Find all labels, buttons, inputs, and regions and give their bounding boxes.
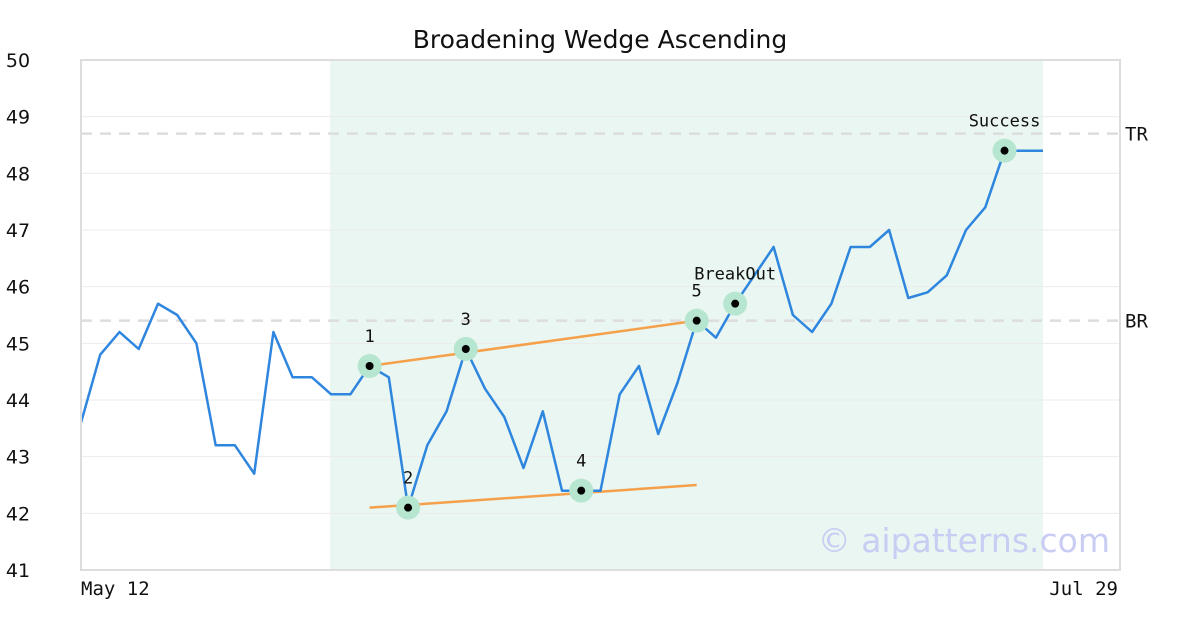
pattern-point-3: 3 xyxy=(453,310,478,361)
upper-trendline xyxy=(369,319,697,368)
y-tick-label: 43 xyxy=(6,447,30,469)
point-label: 1 xyxy=(364,327,374,347)
reference-label-tr: TR xyxy=(1125,124,1148,146)
price-series xyxy=(79,149,1043,509)
grid-lines xyxy=(81,116,1120,514)
y-tick-label: 47 xyxy=(6,220,30,242)
trendlines xyxy=(369,319,697,509)
marker-dot xyxy=(692,316,701,325)
pattern-point-1: 1 xyxy=(357,327,382,378)
reference-label-br: BR xyxy=(1125,311,1148,333)
marker-dot xyxy=(577,486,586,495)
chart-title: Broadening Wedge Ascending xyxy=(413,25,788,54)
marker-dot xyxy=(365,362,374,370)
point-label: Success xyxy=(969,112,1041,132)
y-tick-label: 45 xyxy=(6,333,30,355)
point-label: 4 xyxy=(576,452,586,472)
x-tick-label-start: May 12 xyxy=(81,578,150,600)
pattern-point-5: 5 xyxy=(684,282,709,333)
point-label: 3 xyxy=(461,310,471,330)
marker-dot xyxy=(731,299,740,308)
watermark: © aipatterns.com xyxy=(818,521,1110,560)
y-tick-label: 44 xyxy=(6,390,30,412)
plot-frame xyxy=(80,59,1121,571)
marker-dot xyxy=(404,503,413,512)
y-tick-label: 42 xyxy=(6,503,30,525)
point-label: 2 xyxy=(403,469,413,489)
reference-lines: TR BR xyxy=(81,124,1148,333)
pattern-point-breakout: BreakOut xyxy=(694,265,776,316)
point-label: BreakOut xyxy=(694,265,776,285)
y-tick-label: 49 xyxy=(6,107,30,129)
y-tick-label: 46 xyxy=(6,277,30,299)
y-tick-label: 48 xyxy=(6,163,30,185)
marker-dot xyxy=(1000,146,1009,155)
pattern-point-4: 4 xyxy=(569,452,594,503)
y-tick-label: 41 xyxy=(6,560,30,582)
pattern-point-success: Success xyxy=(969,112,1041,163)
x-tick-label-end: Jul 29 xyxy=(1049,578,1118,600)
y-tick-label: 50 xyxy=(6,50,30,72)
price-line xyxy=(79,149,1043,509)
pattern-point-2: 2 xyxy=(396,469,421,520)
marker-dot xyxy=(461,345,470,353)
point-label: 5 xyxy=(692,282,702,302)
lower-trendline xyxy=(369,483,697,509)
